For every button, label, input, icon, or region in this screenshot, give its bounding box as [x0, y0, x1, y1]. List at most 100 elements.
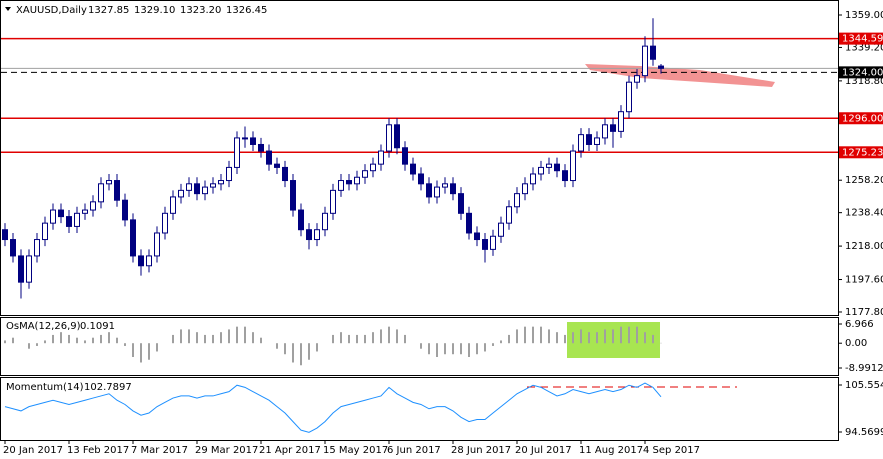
symbol: XAUUSD,Daily [16, 5, 87, 16]
candle-body [218, 180, 224, 185]
candle-body [226, 166, 232, 182]
candle-body [154, 232, 160, 257]
candle-body [490, 235, 496, 250]
candle-body [242, 137, 248, 140]
osma-title: OsMA(12,26,9) [6, 321, 81, 332]
x-tick-label: 15 May 2017 [323, 445, 388, 456]
candle-body [554, 163, 560, 172]
y-tick-label: 1197.60 [845, 275, 883, 286]
candle-body [10, 239, 16, 257]
candle-body [194, 183, 200, 195]
candle-body [146, 255, 152, 267]
candle-body [482, 239, 488, 250]
x-tick-label: 6 Jun 2017 [387, 445, 441, 456]
candle-body [610, 124, 616, 132]
y-tick-label: 1238.40 [845, 208, 883, 219]
candle-body [442, 183, 448, 188]
candle-body [650, 45, 656, 60]
candle-body [586, 134, 592, 145]
candle-body [298, 209, 304, 231]
candle-body [386, 124, 392, 152]
x-tick-label: 4 Sep 2017 [643, 445, 700, 456]
candle-body [450, 183, 456, 195]
candle-body [122, 199, 128, 221]
candle-body [34, 239, 40, 257]
candle-body [570, 150, 576, 182]
y-tick-label: 1318.80 [845, 76, 883, 87]
candle-body [346, 180, 352, 185]
candle-body [274, 163, 280, 168]
candle-body [106, 180, 112, 185]
candle-body [514, 193, 520, 208]
candle-body [354, 176, 360, 185]
candle-body [90, 201, 96, 211]
candle-body [506, 206, 512, 224]
level-label: 1275.23 [842, 147, 883, 158]
level-label: 1296.00 [842, 113, 883, 124]
candle-body [322, 212, 328, 231]
candle-body [50, 209, 56, 224]
momentum-title: Momentum(14) [6, 382, 84, 393]
candle-body [290, 180, 296, 211]
candle-body [202, 186, 208, 195]
candle-body [594, 137, 600, 145]
candle-body [530, 173, 536, 185]
candle-body [626, 81, 632, 113]
y-tick-label: 1258.20 [845, 175, 883, 186]
candle-body [42, 222, 48, 241]
level-label: 1324.00 [842, 67, 883, 78]
x-tick-label: 21 Apr 2017 [259, 445, 321, 456]
candle-body [418, 173, 424, 185]
momentum-panel-frame [0, 377, 839, 441]
main-panel-frame [0, 0, 839, 316]
candle-body [114, 180, 120, 201]
header-value: 1326.45 [226, 5, 267, 16]
candle-body [210, 183, 216, 188]
candle-body [266, 150, 272, 165]
candle-body [138, 255, 144, 267]
x-tick-label: 28 Jun 2017 [451, 445, 511, 456]
candle-body [562, 170, 568, 182]
y-tick-label: 105.5547 [845, 380, 883, 391]
y-tick-label: 1218.00 [845, 241, 883, 252]
y-tick-label: 6.966 [845, 319, 874, 330]
candle-body [282, 166, 288, 182]
y-tick-label: 94.5699 [845, 427, 883, 438]
candle-body [410, 163, 416, 175]
candle-body [394, 124, 400, 149]
candle-body [402, 147, 408, 165]
candle-body [162, 212, 168, 234]
candle-body [538, 166, 544, 175]
candle-body [658, 65, 664, 69]
candle-body [186, 183, 192, 191]
candle-body [178, 189, 184, 198]
momentum-line [4, 382, 662, 433]
candle-body [170, 196, 176, 214]
y-tick-label: 1359.00 [845, 10, 883, 21]
candle-body [58, 209, 64, 218]
header-value: 1329.10 [134, 5, 175, 16]
candle-body [578, 134, 584, 152]
channel-object [585, 64, 775, 87]
candle-body [130, 219, 136, 257]
candle-body [338, 180, 344, 191]
level-label-bg [839, 146, 883, 159]
candle-body [370, 163, 376, 172]
menu-arrow[interactable] [5, 7, 11, 11]
candle-body [26, 255, 32, 283]
candle-body [634, 75, 640, 83]
candle-body [330, 189, 336, 214]
header-value: 1327.85 [88, 5, 129, 16]
level-label-bg [839, 66, 883, 79]
momentum-last: 102.7897 [84, 382, 132, 393]
osma-last: 0.1091 [80, 321, 115, 332]
x-tick-label: 20 Jul 2017 [515, 445, 572, 456]
candle-body [18, 255, 24, 283]
x-tick-label: 29 Mar 2017 [195, 445, 258, 456]
level-label-bg [839, 32, 883, 45]
candle-body [458, 193, 464, 214]
y-tick-label: 1339.20 [845, 42, 883, 53]
candle-body [66, 216, 72, 227]
